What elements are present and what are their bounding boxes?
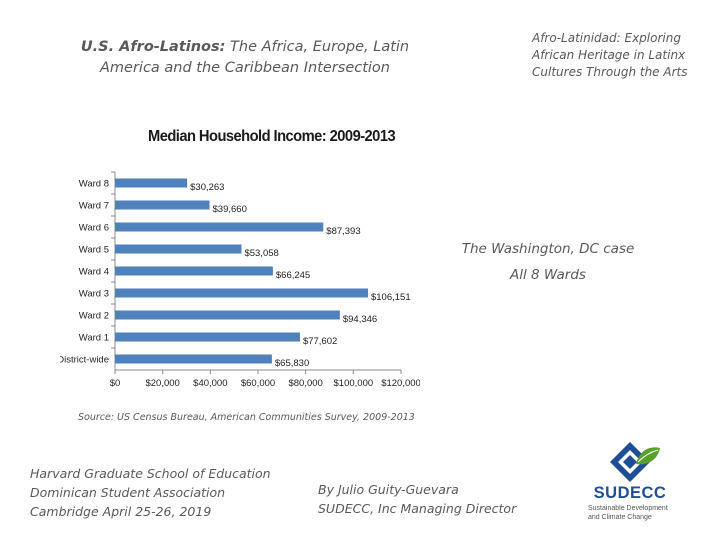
category-label: Ward 7 xyxy=(79,201,109,212)
data-label: $53,058 xyxy=(244,248,278,259)
category-label: Ward 8 xyxy=(79,179,109,190)
x-tick-label: $100,000 xyxy=(334,378,374,389)
slide-title-left: U.S. Afro-Latinos: The Africa, Europe, L… xyxy=(70,37,420,79)
logo-name: SUDECC xyxy=(593,484,667,502)
x-tick-label: $80,000 xyxy=(288,378,322,389)
logo-tagline: Sustainable Development and Climate Chan… xyxy=(588,505,698,522)
slide-title-left-bold: U.S. Afro-Latinos: xyxy=(80,39,226,55)
bar xyxy=(115,288,368,298)
logo-tagline-line: and Climate Change xyxy=(588,513,652,521)
data-label: $106,151 xyxy=(371,292,411,303)
bar xyxy=(115,244,242,254)
bar xyxy=(115,266,273,276)
slide-title-left-rest: The Africa, Europe, Latin America and th… xyxy=(100,39,410,76)
case-line: The Washington, DC case xyxy=(461,241,635,257)
case-caption: The Washington, DC case All 8 Wards xyxy=(448,236,648,288)
institution-line: Cambridge April 25-26, 2019 xyxy=(30,504,212,519)
data-label: $65,830 xyxy=(275,358,309,369)
institution-line: Dominican Student Association xyxy=(30,485,226,500)
bar xyxy=(115,200,210,210)
institution-line: Harvard Graduate School of Education xyxy=(30,466,271,481)
bar xyxy=(115,178,188,188)
chart-title: Median Household Income: 2009-2013 xyxy=(148,128,396,145)
bar xyxy=(115,310,340,320)
x-tick-label: $20,000 xyxy=(145,378,179,389)
category-label: Ward 6 xyxy=(79,223,109,234)
category-label: Ward 4 xyxy=(79,267,109,278)
source-note: Source: US Census Bureau, American Commu… xyxy=(78,412,415,423)
slide-title-right: Afro-Latinidad: Exploring African Herita… xyxy=(532,30,717,81)
category-label: District-wide xyxy=(60,355,109,366)
x-tick-label: $0 xyxy=(110,378,121,389)
title-right-line: Cultures Through the Arts xyxy=(532,65,688,79)
category-label: Ward 3 xyxy=(79,289,109,300)
category-label: Ward 5 xyxy=(79,245,109,256)
author-line: SUDECC, Inc Managing Director xyxy=(318,501,517,516)
institution-block: Harvard Graduate School of Education Dom… xyxy=(30,464,271,521)
author-line: By Julio Guity-Guevara xyxy=(318,482,459,497)
logo-tagline-line: Sustainable Development xyxy=(588,505,668,512)
data-label: $94,346 xyxy=(343,314,377,325)
x-tick-label: $60,000 xyxy=(241,378,275,389)
category-label: Ward 1 xyxy=(79,333,109,344)
bar-chart: Ward 8 $30,263 Ward 7 $39,660 Ward 6 $87,393 W… xyxy=(60,171,420,389)
data-label: $77,602 xyxy=(303,336,337,347)
data-label: $39,660 xyxy=(213,204,247,215)
x-tick-label: $120,000 xyxy=(381,378,420,389)
bar xyxy=(115,332,300,342)
data-label: $66,245 xyxy=(276,270,310,281)
sudecc-logo-icon xyxy=(610,442,660,482)
author-block: By Julio Guity-Guevara SUDECC, Inc Manag… xyxy=(318,480,516,518)
bar xyxy=(115,354,272,364)
title-right-line: Afro-Latinidad: Exploring xyxy=(532,31,681,45)
category-label: Ward 2 xyxy=(79,311,109,322)
bar xyxy=(115,222,324,232)
case-line: All 8 Wards xyxy=(510,267,586,283)
data-label: $30,263 xyxy=(190,182,224,193)
title-right-line: African Heritage in Latinx xyxy=(532,48,686,62)
x-tick-label: $40,000 xyxy=(193,378,227,389)
data-label: $87,393 xyxy=(326,226,360,237)
